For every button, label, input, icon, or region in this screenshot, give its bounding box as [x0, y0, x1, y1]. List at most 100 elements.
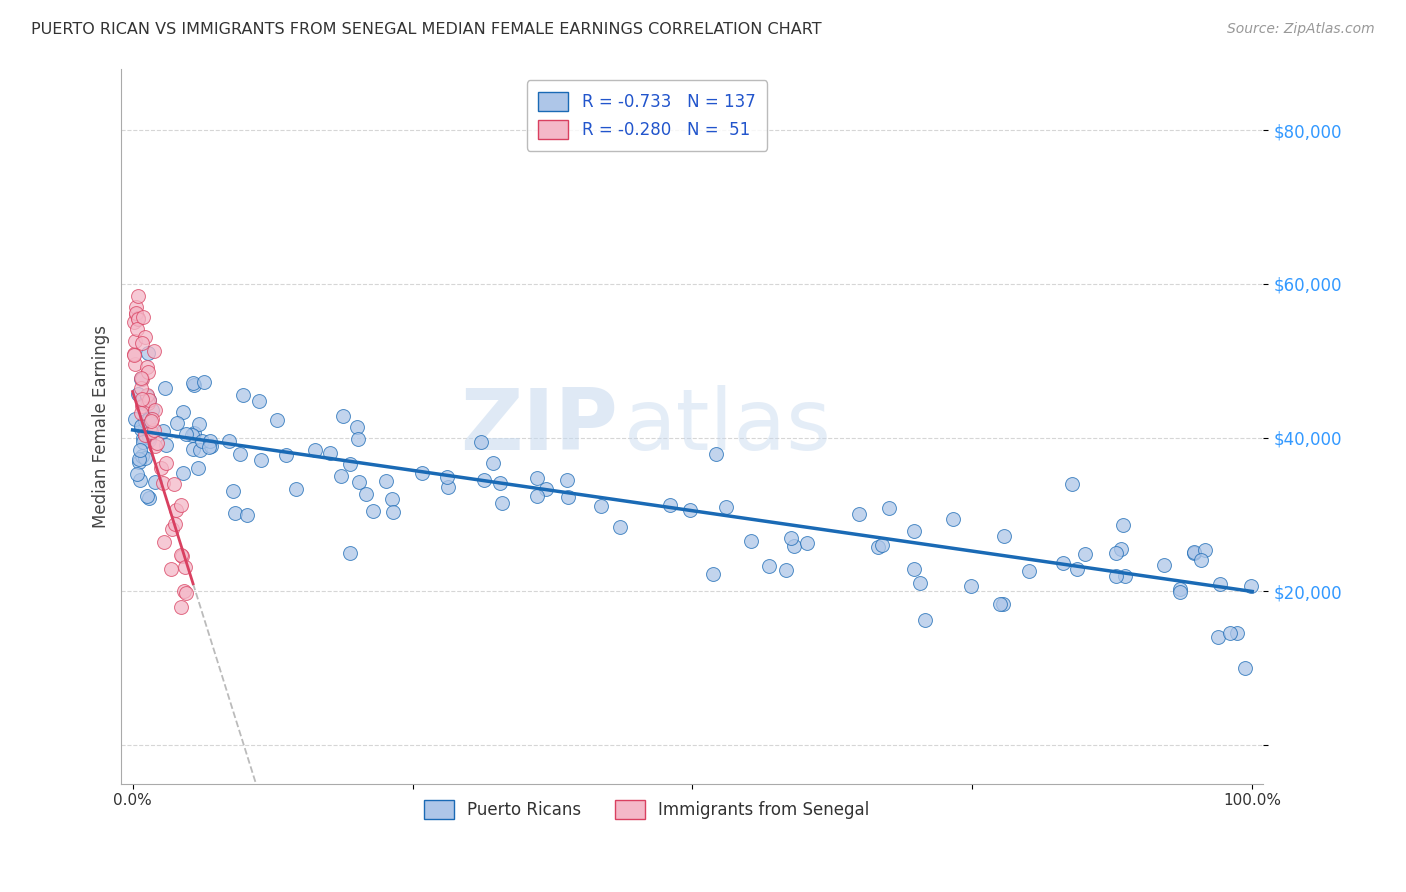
- Point: [1182, 545, 1205, 559]
- Point: [1018, 564, 1040, 578]
- Point: [172, 549, 194, 564]
- Point: [198, 434, 221, 448]
- Point: [1240, 579, 1263, 593]
- Point: [124, 412, 146, 426]
- Point: [236, 508, 259, 523]
- Point: [1109, 541, 1132, 556]
- Point: [129, 381, 152, 395]
- Point: [1182, 545, 1205, 559]
- Point: [122, 347, 145, 361]
- Point: [775, 563, 797, 577]
- Point: [346, 420, 368, 434]
- Point: [136, 389, 159, 403]
- Point: [131, 449, 153, 463]
- Point: [381, 491, 404, 506]
- Point: [142, 343, 165, 358]
- Point: [131, 336, 153, 351]
- Point: [155, 381, 177, 395]
- Point: [125, 322, 148, 336]
- Point: [132, 435, 155, 450]
- Point: [491, 496, 513, 510]
- Point: [131, 372, 153, 386]
- Point: [266, 413, 288, 427]
- Point: [127, 311, 149, 326]
- Point: [783, 539, 806, 553]
- Point: [129, 442, 152, 457]
- Point: [960, 579, 983, 593]
- Point: [141, 402, 163, 417]
- Point: [339, 546, 361, 560]
- Point: [145, 435, 167, 450]
- Point: [221, 484, 243, 499]
- Point: [143, 423, 166, 437]
- Point: [1105, 546, 1128, 560]
- Point: [903, 524, 925, 539]
- Point: [1209, 577, 1232, 591]
- Point: [361, 504, 384, 518]
- Point: [1074, 547, 1097, 561]
- Point: [481, 456, 503, 470]
- Point: [136, 359, 159, 374]
- Point: [347, 475, 370, 489]
- Point: [247, 394, 270, 409]
- Point: [124, 306, 146, 320]
- Text: PUERTO RICAN VS IMMIGRANTS FROM SENEGAL MEDIAN FEMALE EARNINGS CORRELATION CHART: PUERTO RICAN VS IMMIGRANTS FROM SENEGAL …: [31, 22, 821, 37]
- Point: [124, 357, 146, 371]
- Point: [139, 414, 162, 428]
- Point: [152, 475, 174, 490]
- Point: [124, 334, 146, 349]
- Point: [181, 376, 204, 390]
- Point: [172, 404, 194, 418]
- Point: [411, 467, 433, 481]
- Point: [122, 348, 145, 362]
- Point: [127, 311, 149, 326]
- Point: [740, 534, 762, 549]
- Text: atlas: atlas: [624, 384, 832, 467]
- Point: [188, 443, 211, 458]
- Point: [200, 439, 222, 453]
- Point: [1112, 518, 1135, 533]
- Point: [1170, 582, 1192, 596]
- Point: [1208, 630, 1230, 644]
- Point: [224, 506, 246, 520]
- Point: [780, 531, 803, 545]
- Point: [704, 447, 727, 461]
- Point: [470, 434, 492, 449]
- Point: [609, 520, 631, 534]
- Point: [166, 417, 188, 431]
- Point: [165, 516, 187, 531]
- Point: [526, 471, 548, 485]
- Point: [702, 567, 724, 582]
- Point: [557, 473, 579, 487]
- Point: [796, 536, 818, 550]
- Point: [134, 414, 156, 428]
- Point: [758, 558, 780, 573]
- Point: [132, 431, 155, 445]
- Point: [872, 538, 894, 552]
- Point: [136, 346, 159, 360]
- Point: [160, 562, 183, 576]
- Point: [131, 392, 153, 407]
- Point: [183, 426, 205, 441]
- Point: [375, 474, 398, 488]
- Point: [143, 475, 166, 490]
- Point: [141, 411, 163, 425]
- Point: [143, 439, 166, 453]
- Point: [129, 406, 152, 420]
- Text: Source: ZipAtlas.com: Source: ZipAtlas.com: [1227, 22, 1375, 37]
- Point: [129, 372, 152, 386]
- Point: [304, 442, 326, 457]
- Point: [1066, 562, 1088, 576]
- Point: [127, 467, 149, 481]
- Point: [160, 522, 183, 536]
- Point: [138, 434, 160, 448]
- Point: [1060, 477, 1083, 491]
- Point: [1168, 585, 1191, 599]
- Point: [183, 378, 205, 392]
- Point: [138, 410, 160, 425]
- Point: [122, 315, 145, 329]
- Point: [134, 421, 156, 435]
- Point: [1233, 661, 1256, 675]
- Point: [557, 490, 579, 504]
- Point: [128, 451, 150, 466]
